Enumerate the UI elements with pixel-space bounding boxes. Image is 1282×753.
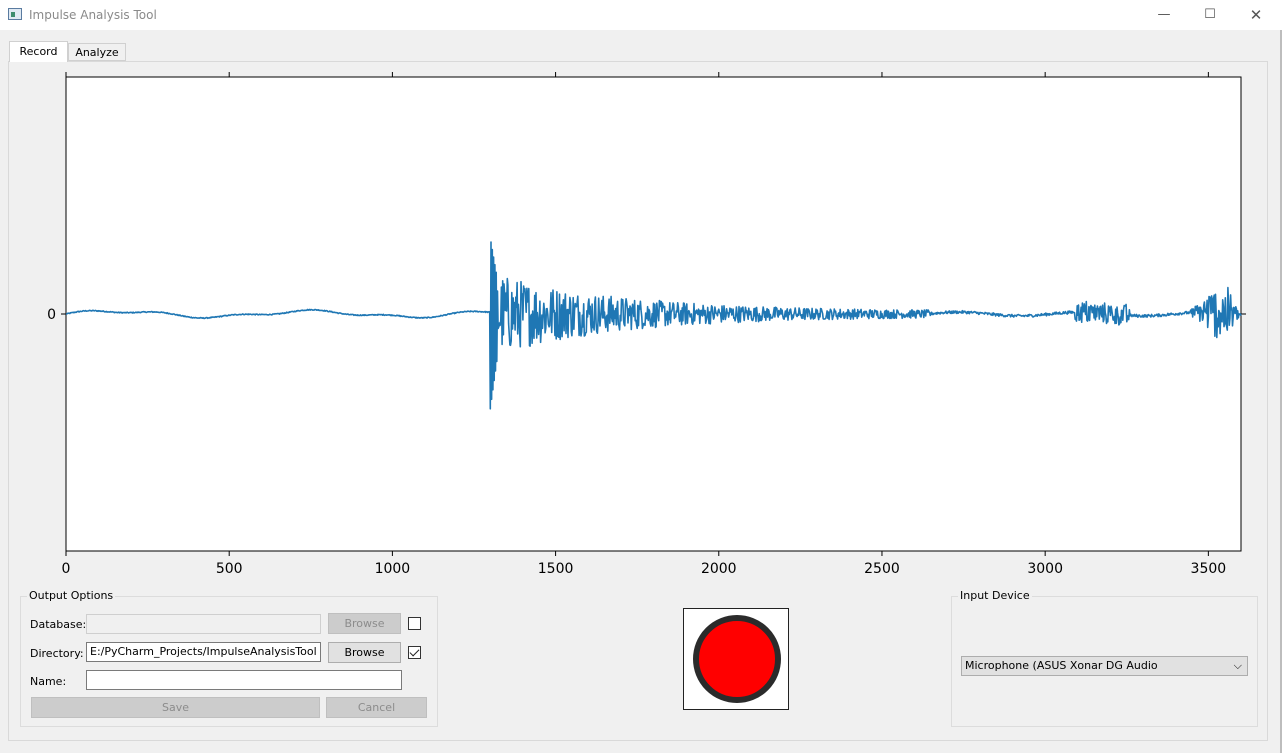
record-button[interactable] xyxy=(683,608,789,710)
database-field[interactable] xyxy=(86,614,321,634)
save-button[interactable]: Save xyxy=(31,697,320,718)
directory-checkbox[interactable] xyxy=(408,646,421,659)
x-tick-label-2000: 2000 xyxy=(701,561,737,577)
x-tick-label-1000: 1000 xyxy=(375,561,411,577)
input-device-group: Input Device xyxy=(951,589,1258,727)
window-edge xyxy=(1280,30,1282,753)
x-tick-label-500: 500 xyxy=(216,561,243,577)
close-button[interactable]: ✕ xyxy=(1249,6,1263,24)
maximize-button[interactable]: ☐ xyxy=(1204,7,1216,22)
chevron-down-icon: ⌵ xyxy=(1233,659,1242,672)
input-device-value: Microphone (ASUS Xonar DG Audio xyxy=(965,659,1158,672)
input-device-select[interactable]: Microphone (ASUS Xonar DG Audio ⌵ xyxy=(961,656,1248,676)
cancel-button[interactable]: Cancel xyxy=(326,697,427,718)
x-axis-ticks: 0 500 1000 1500 2000 2500 3000 3500 xyxy=(62,72,1227,577)
name-label: Name: xyxy=(30,675,67,688)
minimize-button[interactable]: — xyxy=(1157,7,1171,22)
input-device-title: Input Device xyxy=(958,589,1032,602)
database-label: Database: xyxy=(30,618,87,631)
tab-analyze[interactable]: Analyze xyxy=(68,43,126,61)
name-field[interactable] xyxy=(86,670,402,690)
directory-browse-button[interactable]: Browse xyxy=(328,642,401,663)
y-tick-label-0: 0 xyxy=(47,307,56,323)
directory-label: Directory: xyxy=(30,647,84,660)
record-icon xyxy=(693,615,781,703)
output-options-group: Output Options xyxy=(20,589,438,727)
tab-record[interactable]: Record xyxy=(9,41,68,62)
database-checkbox[interactable] xyxy=(408,617,421,630)
directory-field[interactable]: E:/PyCharm_Projects/ImpulseAnalysisTool xyxy=(86,642,321,662)
x-tick-label-1500: 1500 xyxy=(538,561,574,577)
database-browse-button[interactable]: Browse xyxy=(328,613,401,634)
x-tick-label-0: 0 xyxy=(62,561,71,577)
x-tick-label-3500: 3500 xyxy=(1191,561,1227,577)
output-options-title: Output Options xyxy=(27,589,116,602)
app-icon xyxy=(8,8,22,20)
waveform-chart: 0 500 1000 1500 2000 2500 3000 3500 0 xyxy=(47,72,1246,577)
y-axis-ticks: 0 xyxy=(47,307,1246,323)
x-tick-label-2500: 2500 xyxy=(864,561,900,577)
window-title: Impulse Analysis Tool xyxy=(29,8,157,22)
x-tick-label-3000: 3000 xyxy=(1027,561,1063,577)
title-bar: Impulse Analysis Tool — ☐ ✕ xyxy=(0,0,1282,31)
waveform-line xyxy=(65,241,1242,410)
